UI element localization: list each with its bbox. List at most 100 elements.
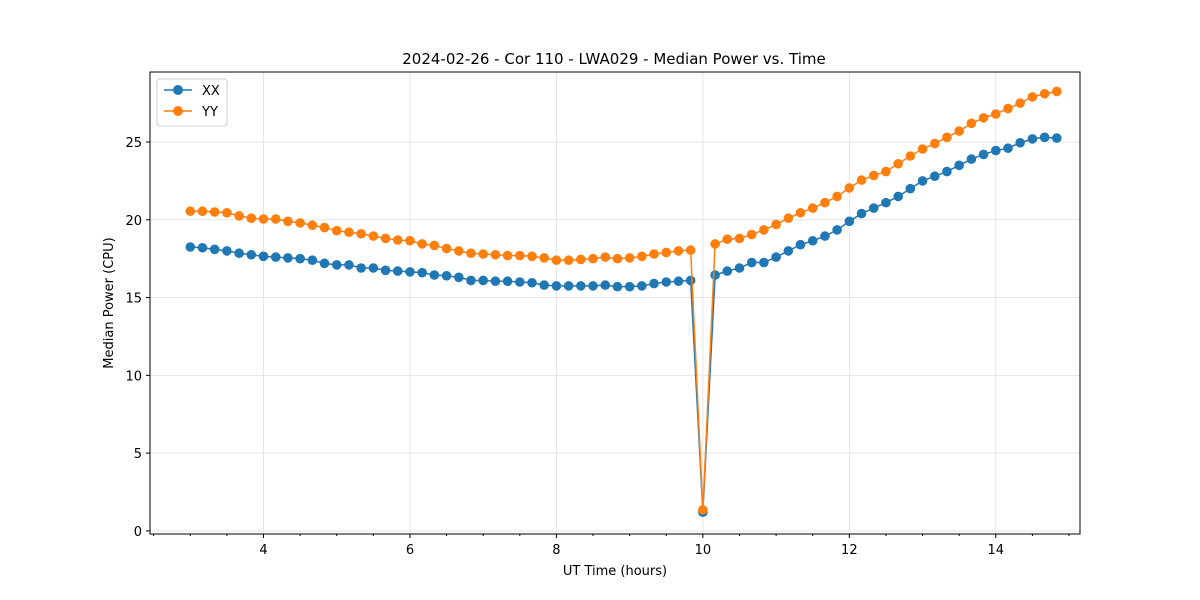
data-point-xx — [258, 251, 269, 262]
data-point-yy — [698, 505, 708, 515]
data-point-yy — [661, 247, 672, 258]
data-point-yy — [990, 109, 1001, 119]
data-point-xx — [307, 255, 318, 266]
data-point-yy — [478, 249, 488, 259]
data-point-xx — [405, 267, 415, 277]
data-point-xx — [331, 260, 342, 270]
data-point-yy — [868, 170, 879, 181]
series-line-xx — [190, 136, 1057, 513]
data-point-xx — [527, 277, 537, 288]
plot-area-frame — [149, 71, 1081, 535]
legend-label-xx: XX — [202, 84, 220, 99]
data-point-xx — [661, 277, 672, 287]
data-point-yy — [637, 251, 647, 262]
data-point-xx — [222, 246, 232, 256]
data-point-xx — [368, 263, 379, 273]
data-point-yy — [527, 251, 537, 262]
x-tick-label: 6 — [406, 543, 414, 558]
data-point-xx — [893, 191, 903, 202]
y-tick-label: 0 — [134, 525, 142, 540]
x-tick-label: 4 — [259, 543, 267, 558]
data-point-yy — [209, 207, 220, 217]
data-point-yy — [710, 239, 720, 249]
data-point-xx — [466, 275, 476, 286]
data-point-yy — [612, 253, 623, 264]
data-point-yy — [270, 214, 281, 224]
data-point-yy — [844, 183, 855, 193]
y-tick-label: 10 — [125, 369, 142, 384]
data-point-yy — [246, 213, 257, 224]
data-point-yy — [649, 249, 659, 259]
data-point-xx — [722, 266, 733, 276]
data-point-yy — [319, 222, 330, 233]
data-point-yy — [222, 207, 232, 218]
data-point-yy — [466, 248, 476, 259]
data-point-xx — [917, 176, 928, 186]
data-point-xx — [246, 249, 257, 260]
y-tick-label: 20 — [125, 214, 142, 229]
data-point-xx — [1027, 134, 1038, 144]
legend-marker-yy — [173, 106, 183, 116]
data-point-xx — [539, 280, 549, 290]
data-point-xx — [966, 154, 977, 164]
data-point-xx — [807, 235, 818, 246]
data-point-yy — [820, 197, 830, 208]
data-point-yy — [380, 233, 391, 244]
data-point-yy — [942, 132, 952, 143]
data-point-yy — [917, 144, 928, 154]
data-point-xx — [1039, 132, 1050, 143]
data-point-xx — [551, 281, 562, 291]
data-point-xx — [478, 275, 488, 286]
data-point-yy — [368, 231, 379, 241]
data-point-yy — [392, 235, 403, 245]
data-point-yy — [234, 211, 244, 221]
data-point-xx — [820, 231, 830, 241]
data-point-yy — [283, 216, 293, 227]
data-point-xx — [295, 253, 305, 264]
data-point-yy — [429, 240, 440, 251]
x-tick-label: 12 — [841, 543, 858, 558]
data-point-xx — [771, 252, 781, 262]
data-point-yy — [331, 225, 342, 236]
data-point-xx — [612, 281, 623, 292]
data-point-xx — [392, 266, 403, 276]
data-point-yy — [929, 138, 940, 149]
data-point-yy — [685, 245, 696, 255]
series-line-yy — [190, 90, 1057, 511]
data-point-xx — [417, 267, 427, 278]
data-point-yy — [307, 220, 318, 231]
data-point-xx — [881, 197, 891, 208]
data-point-xx — [832, 225, 842, 235]
data-point-yy — [978, 113, 989, 123]
data-point-yy — [344, 227, 354, 238]
legend-marker-xx — [173, 85, 183, 95]
data-point-xx — [942, 166, 952, 177]
data-point-yy — [600, 252, 611, 262]
data-point-xx — [673, 276, 684, 287]
data-point-yy — [1027, 92, 1038, 102]
y-tick-label: 15 — [125, 292, 142, 307]
data-point-xx — [344, 260, 354, 270]
data-point-yy — [551, 255, 562, 266]
data-point-xx — [990, 145, 1001, 156]
data-point-yy — [1039, 88, 1050, 99]
data-point-xx — [868, 203, 879, 213]
data-point-yy — [502, 250, 513, 261]
x-tick-label: 8 — [552, 543, 560, 558]
chart-title: 2024-02-26 - Cor 110 - LWA029 - Median P… — [402, 50, 826, 68]
data-point-xx — [490, 276, 501, 287]
data-point-xx — [710, 270, 720, 280]
x-axis-label: UT Time (hours) — [563, 564, 667, 579]
data-point-xx — [844, 216, 855, 227]
data-point-xx — [209, 244, 220, 255]
data-point-xx — [905, 183, 916, 194]
x-tick-label: 14 — [988, 543, 1005, 558]
data-point-xx — [734, 263, 745, 273]
data-point-yy — [795, 207, 806, 218]
data-point-yy — [1051, 86, 1062, 97]
data-point-yy — [966, 118, 977, 129]
data-point-xx — [954, 160, 964, 171]
data-point-yy — [539, 253, 549, 263]
data-point-xx — [1015, 137, 1025, 148]
data-point-yy — [905, 151, 916, 161]
